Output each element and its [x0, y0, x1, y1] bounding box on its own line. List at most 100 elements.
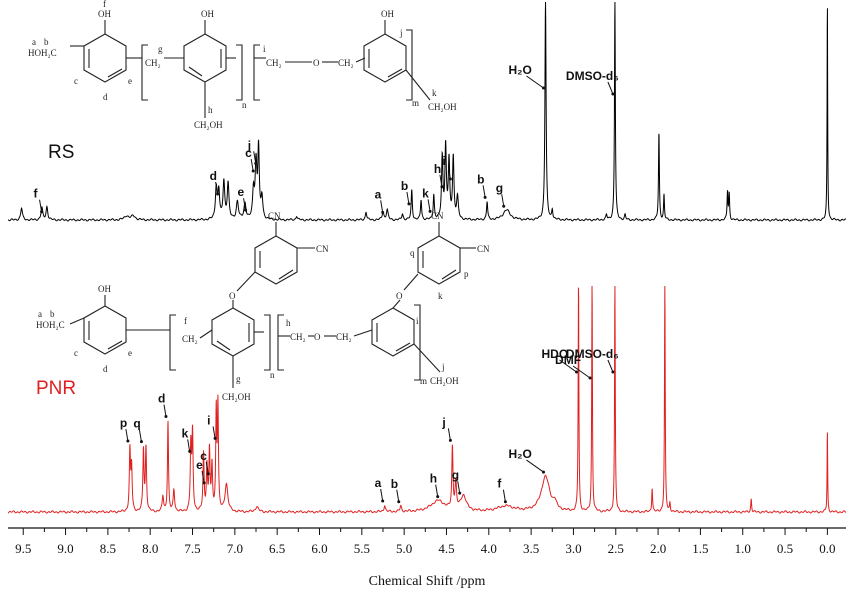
annotation-arrow — [502, 489, 506, 502]
pnr-spectrum-line — [7, 285, 847, 514]
peak-annotation-label: h — [434, 162, 441, 176]
annotation-arrow — [447, 166, 451, 180]
annotation-arrowhead — [164, 415, 168, 419]
pnr-ch2oh-2: CH₂OH — [430, 376, 459, 386]
annotation-arrow — [457, 481, 461, 494]
annotation-arrow — [427, 199, 431, 212]
annotation-arrowhead — [254, 161, 258, 165]
x-axis: 9.5 9.0 8.5 8.0 7.5 7.0 6.5 6.0 5.5 5.0 4.5 4.0 3.5 3… — [8, 527, 846, 556]
annotation-arrow — [572, 365, 591, 379]
pnr-label-f: f — [184, 316, 187, 326]
annotation-arrowhead — [244, 208, 248, 212]
peak-annotation-label: d — [158, 392, 165, 406]
peak-annotation-label: d — [210, 169, 217, 183]
pnr-oh-1: OH — [98, 284, 111, 294]
peak-annotation-label: DMF — [555, 353, 581, 367]
pnr-ch2-3: CH₂ — [336, 332, 352, 342]
x-tick-label: 7.5 — [184, 541, 200, 556]
annotation-arrow — [607, 81, 614, 95]
pnr-label-m: m — [420, 376, 427, 386]
rs-label-h: h — [208, 105, 213, 115]
rs-label-e: e — [128, 76, 132, 86]
rs-ch2-2: CH₂ — [266, 58, 282, 68]
x-tick-label: 3.5 — [523, 541, 539, 556]
peak-annotation-label: HDO — [542, 347, 569, 361]
annotation-arrow — [201, 470, 205, 484]
annotation-arrowhead — [503, 500, 507, 504]
annotation-arrowhead — [611, 370, 615, 374]
annotation-arrowhead — [542, 86, 546, 90]
rs-spectrum-line — [7, 1, 847, 222]
annotation-arrowhead — [611, 92, 615, 96]
pnr-label-d: d — [103, 364, 108, 374]
annotation-arrow — [39, 199, 43, 212]
annotation-arrow — [396, 489, 400, 502]
annotation-arrow — [253, 151, 257, 164]
x-tick-label: 0.5 — [777, 541, 793, 556]
annotation-arrow — [163, 404, 167, 417]
pnr-ch2-2: CH₂ — [290, 332, 306, 342]
rs-ch2oh-2: CH₂OH — [428, 102, 457, 112]
pnr-label-j: j — [441, 362, 445, 372]
annotation-arrow — [250, 158, 254, 172]
annotation-arrow — [380, 488, 384, 502]
pnr-label-b: b — [50, 309, 55, 319]
pnr-label-h: h — [286, 318, 291, 328]
peak-annotation-label: b — [401, 179, 408, 193]
peak-annotation-label: i — [442, 154, 445, 168]
rs-label-j: j — [399, 28, 403, 38]
x-tick-label: 1.5 — [692, 541, 708, 556]
annotation-arrow — [187, 439, 191, 452]
peak-annotation-label: q — [133, 417, 140, 431]
peak-annotation-label: DMSO-d₆ — [566, 69, 619, 83]
rs-series-label: RS — [48, 142, 74, 163]
annotation-arrow — [212, 426, 216, 439]
annotation-arrow — [439, 174, 443, 187]
x-tick-label: 1.0 — [735, 541, 751, 556]
x-tick-label: 4.5 — [438, 541, 454, 556]
peak-annotation-label: c — [245, 146, 252, 160]
peak-annotation-label: k — [422, 186, 429, 200]
rs-label-i: i — [263, 44, 266, 54]
annotation-arrow — [559, 359, 577, 373]
peak-annotation-label: c — [200, 449, 207, 463]
peak-annotation-label: b — [477, 172, 484, 186]
x-tick-label: 9.5 — [15, 541, 31, 556]
x-tick-label: 5.5 — [354, 541, 370, 556]
pnr-ether-o-3: O — [396, 291, 403, 301]
rs-oh-2: OH — [201, 9, 214, 19]
annotation-arrow — [526, 75, 544, 89]
x-tick-label: 2.5 — [608, 541, 624, 556]
peak-annotation-label: H₂O — [509, 63, 532, 77]
annotation-arrowhead — [202, 481, 206, 485]
annotation-arrowhead — [436, 495, 440, 499]
annotation-arrowhead — [381, 499, 385, 503]
rs-label-b: b — [44, 37, 49, 47]
rs-ch2-1: CH₂ — [145, 58, 161, 68]
x-tick-label: 6.5 — [269, 541, 285, 556]
pnr-cn-2: CN — [316, 244, 329, 254]
rs-structure: OH f HOH₂C a b c d e CH₂ g OH h CH₂OH n … — [28, 0, 457, 130]
rs-label-m: m — [412, 98, 419, 108]
x-tick-label: 2.0 — [650, 541, 666, 556]
annotation-arrowhead — [542, 470, 546, 474]
annotation-arrowhead — [40, 210, 44, 214]
x-tick-label: 8.0 — [142, 541, 158, 556]
annotation-arrow — [435, 484, 439, 497]
x-axis-title: Chemical Shift /ppm — [369, 574, 486, 589]
annotation-arrowhead — [216, 192, 220, 196]
pnr-label-n: n — [270, 370, 275, 380]
rs-label-d: d — [103, 92, 108, 102]
annotation-arrowhead — [397, 500, 401, 504]
pnr-label-g: g — [236, 374, 241, 384]
annotation-arrowhead — [458, 491, 462, 495]
x-tick-label: 5.0 — [396, 541, 412, 556]
annotation-arrowhead — [428, 209, 432, 213]
pnr-hoh2c: HOH₂C — [36, 320, 65, 330]
annotation-arrow — [125, 428, 129, 442]
pnr-cn-3: CN — [431, 211, 444, 221]
pnr-series-label: PNR — [36, 378, 76, 399]
pnr-cn-1: CN — [268, 211, 281, 221]
